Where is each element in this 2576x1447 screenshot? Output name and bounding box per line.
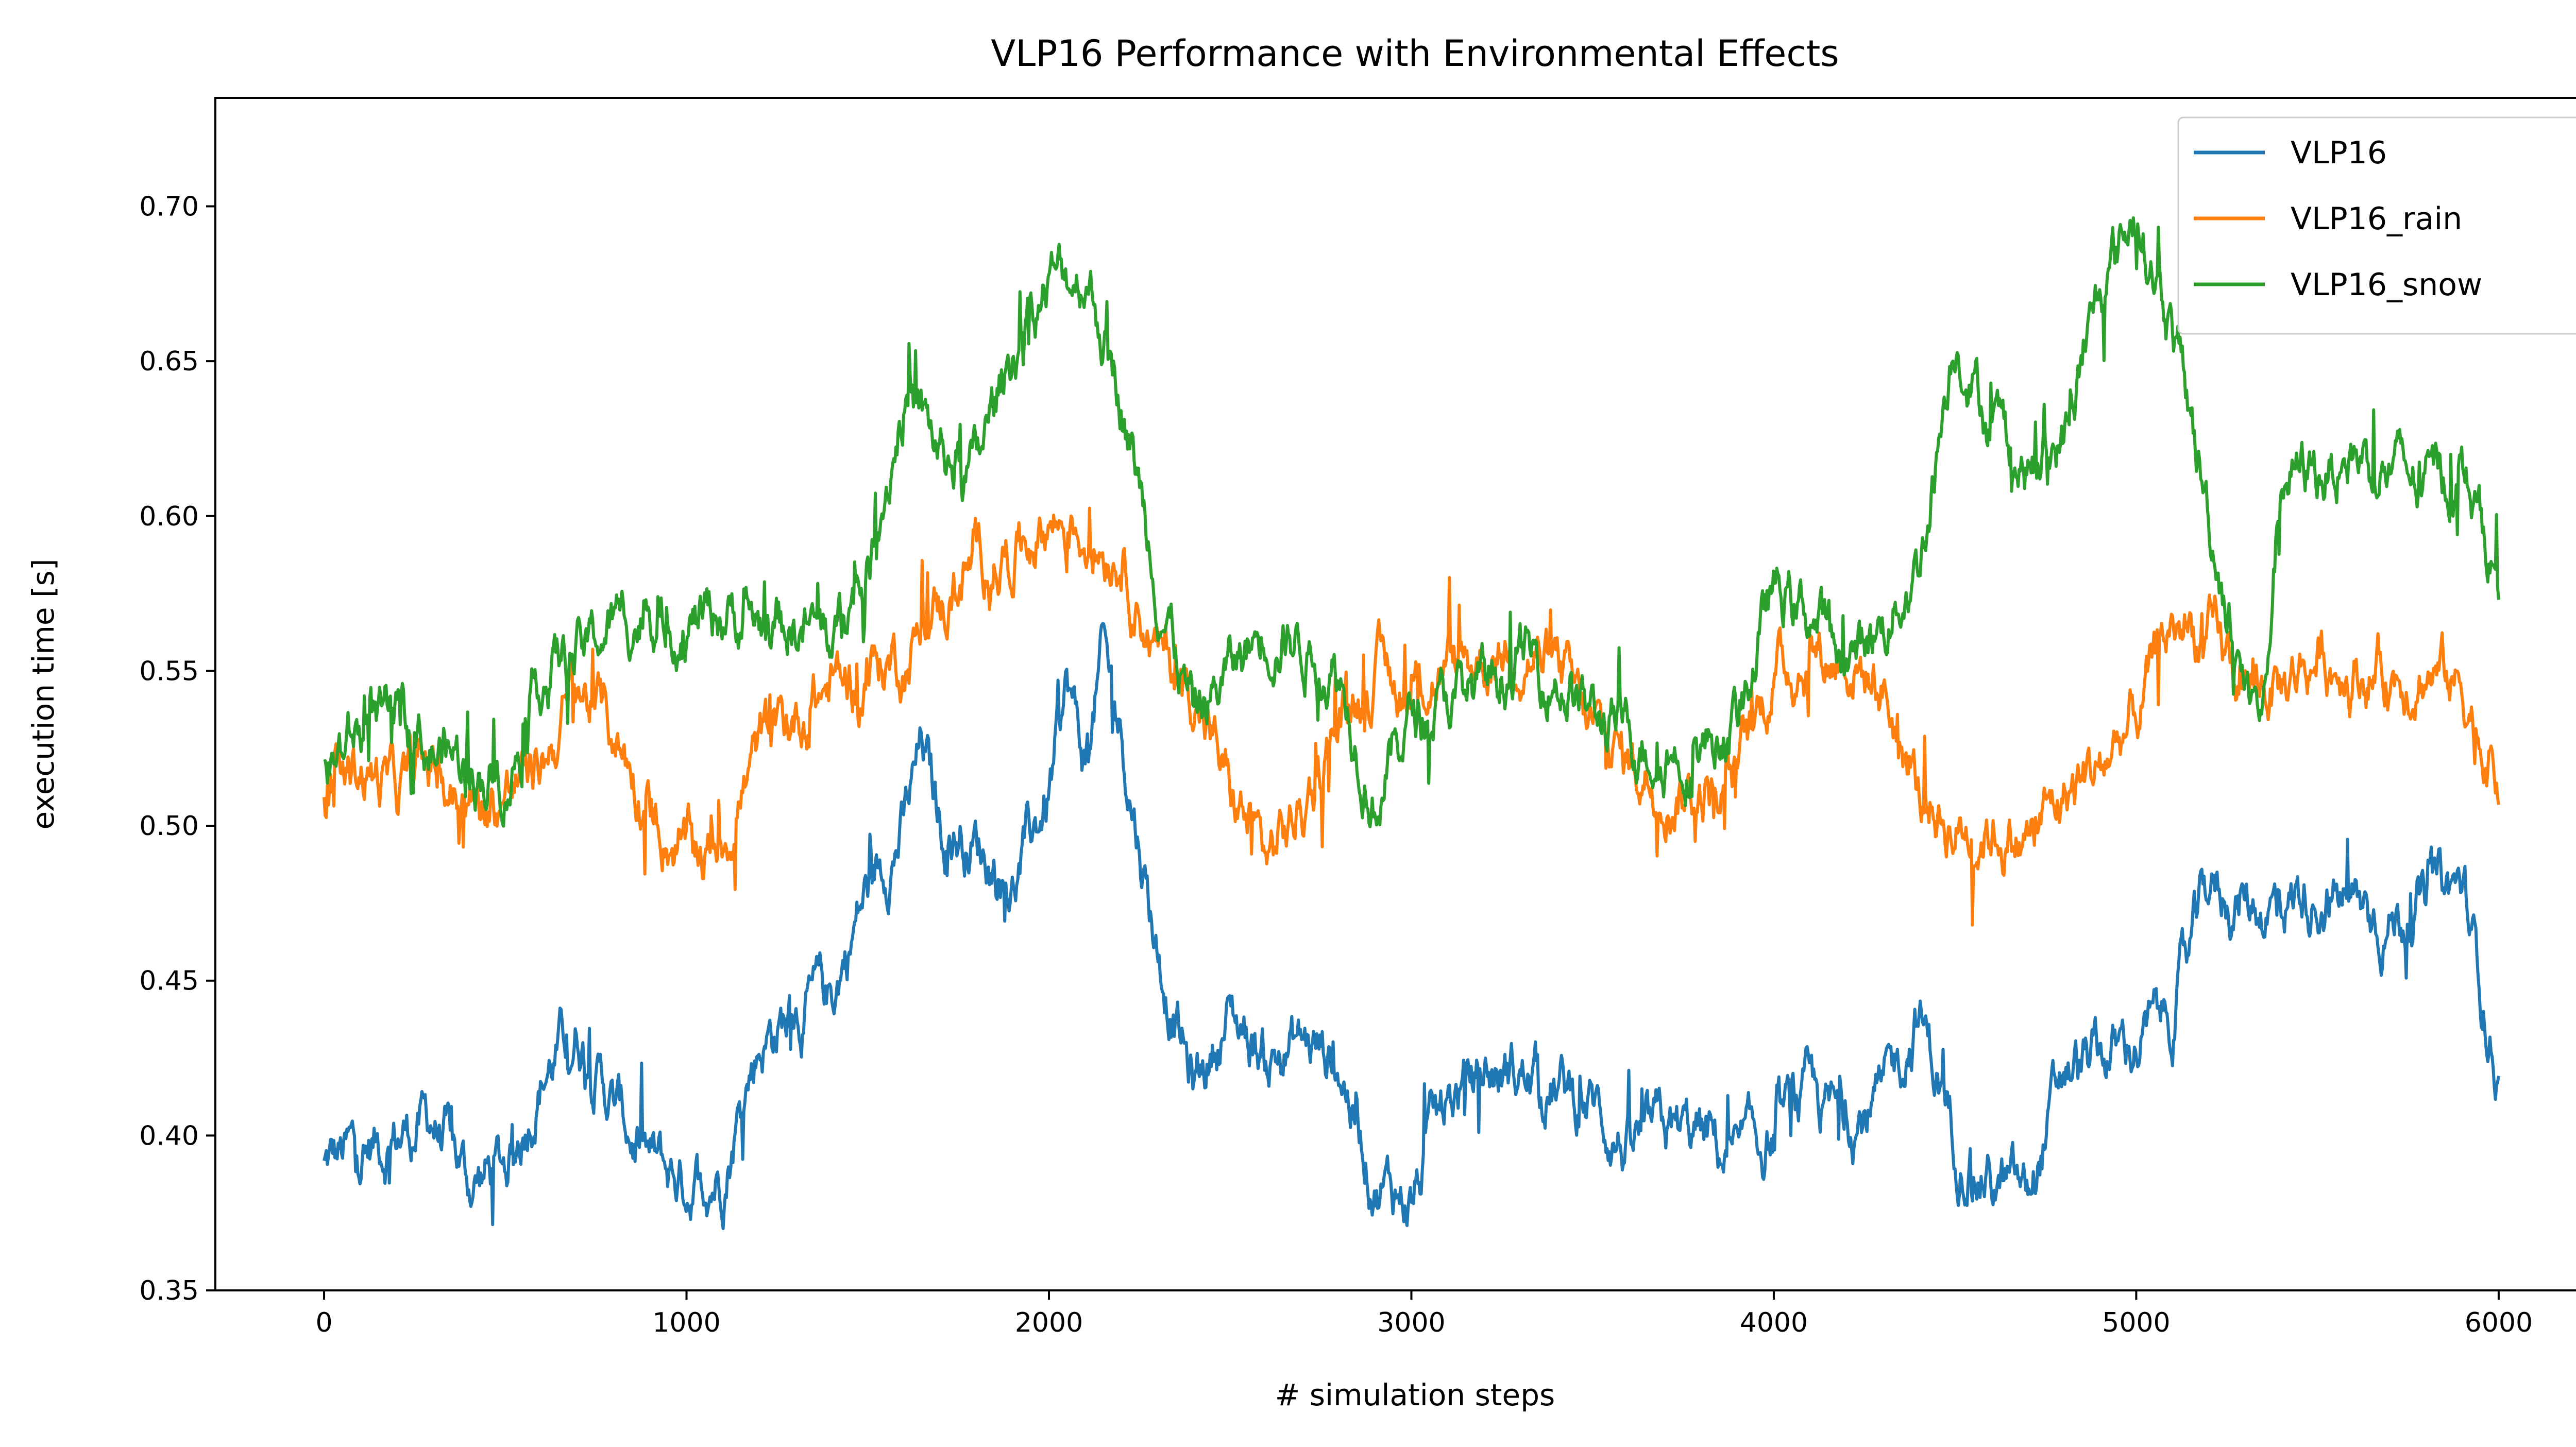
chart-title: VLP16 Performance with Environmental Eff… xyxy=(991,32,1839,75)
x-tick-label: 2000 xyxy=(1015,1307,1083,1338)
y-tick-label: 0.50 xyxy=(139,811,199,842)
x-tick-label: 5000 xyxy=(2102,1307,2170,1338)
y-axis: 0.35 0.40 0.45 0.50 0.55 0.60 0.65 0.70 xyxy=(139,191,215,1306)
series-line-vlp16-snow xyxy=(323,216,2500,829)
y-tick-label: 0.70 xyxy=(139,191,199,222)
y-axis-title: execution time [s] xyxy=(26,558,61,829)
y-tick-label: 0.40 xyxy=(139,1120,199,1151)
x-axis: 0 1000 2000 3000 4000 5000 6000 xyxy=(315,1290,2533,1338)
legend-label: VLP16_rain xyxy=(2291,201,2462,237)
x-tick-label: 4000 xyxy=(1740,1307,1808,1338)
series-layer xyxy=(323,216,2500,1230)
y-tick-label: 0.45 xyxy=(139,966,199,997)
series-line-vlp16-rain xyxy=(323,506,2500,927)
y-tick-label: 0.60 xyxy=(139,501,199,532)
x-axis-title: # simulation steps xyxy=(1275,1377,1555,1412)
legend-box xyxy=(2177,116,2576,335)
y-tick-label: 0.65 xyxy=(139,346,199,377)
x-tick-label: 6000 xyxy=(2465,1307,2533,1338)
series-line-vlp16 xyxy=(323,622,2500,1230)
y-tick-label: 0.35 xyxy=(139,1275,199,1306)
legend-label: VLP16 xyxy=(2291,135,2387,171)
x-tick-label: 0 xyxy=(315,1307,332,1338)
plot-frame xyxy=(214,97,2576,1291)
x-tick-label: 1000 xyxy=(652,1307,720,1338)
y-tick-label: 0.55 xyxy=(139,656,199,687)
legend: VLP16 VLP16_rain VLP16_snow xyxy=(2177,116,2576,335)
x-tick-label: 3000 xyxy=(1377,1307,1445,1338)
legend-label: VLP16_snow xyxy=(2291,267,2482,303)
